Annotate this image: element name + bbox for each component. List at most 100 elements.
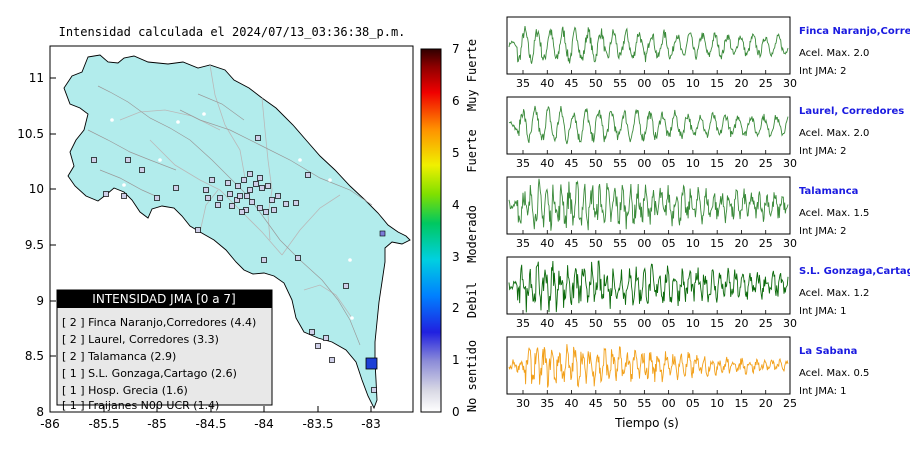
station-marker <box>261 257 267 263</box>
station-marker <box>215 202 221 208</box>
trace-tick-label: 15 <box>710 317 724 330</box>
trace-tick-label: 50 <box>613 397 627 410</box>
station-marker <box>227 191 233 197</box>
station-marker <box>244 193 250 199</box>
map-title: Intensidad calculada el 2024/07/13_03:36… <box>59 25 406 39</box>
trace-tick-label: 40 <box>565 397 579 410</box>
station-marker <box>229 203 235 209</box>
trace-panel: 35 40 45 50 55 00 05 10 15 20 25 30 Talamanca Acel. M… <box>506 176 869 250</box>
trace-tick-label: 30 <box>783 157 797 170</box>
lat-tick-label: 10 <box>29 182 44 196</box>
trace-station-name: Finca Naranjo,Corredor <box>799 26 910 37</box>
station-marker <box>275 193 281 199</box>
trace-tick-label: 25 <box>759 237 773 250</box>
legend-item: [ 1 ] Hosp. Grecia (1.6) <box>62 384 188 397</box>
station-marker-talamanca <box>379 230 386 237</box>
station-marker <box>257 205 263 211</box>
trace-panel: 35 40 45 50 55 00 05 10 15 20 25 30 S.L. Gonzaga,Car… <box>506 256 910 330</box>
trace-accel: Acel. Max. 1.2 <box>799 288 869 299</box>
waveform-line <box>508 105 789 145</box>
station-marker <box>283 201 289 207</box>
trace-tick-label: 40 <box>540 77 554 90</box>
colorbar-tick: 3 <box>452 250 460 264</box>
trace-accel: Acel. Max. 0.5 <box>799 368 869 379</box>
trace-tick-label: 30 <box>783 317 797 330</box>
colorbar-tick: 7 <box>452 42 460 56</box>
waveform-panels: 35 40 45 50 55 00 05 10 15 20 25 30 Finca Naranjo,Co… <box>506 16 910 410</box>
station-marker <box>239 209 245 215</box>
colorbar-label: Debil <box>465 282 479 318</box>
legend-item: [ 1 ] Fraijanes N00 UCR (1.4) <box>62 399 219 412</box>
station-marker <box>209 177 215 183</box>
lon-tick-label: -84.5 <box>195 417 226 431</box>
trace-frame <box>506 96 791 155</box>
station-marker <box>259 185 265 191</box>
legend-header: INTENSIDAD JMA [0 a 7] <box>92 292 235 306</box>
trace-tick-label: 30 <box>783 237 797 250</box>
lon-tick-label: -85.5 <box>88 417 119 431</box>
trace-tick-label: 20 <box>734 157 748 170</box>
trace-tick-label: 50 <box>589 77 603 90</box>
colorbar-tick: 1 <box>452 353 460 367</box>
trace-tick-label: 00 <box>637 77 651 90</box>
trace-tick-label: 20 <box>734 77 748 90</box>
trace-tick-label: 40 <box>540 157 554 170</box>
trace-tick-label: 00 <box>637 237 651 250</box>
trace-tick-label: 05 <box>686 397 700 410</box>
trace-panel: 35 40 45 50 55 00 05 10 15 20 25 30 Laurel, Corredor… <box>506 96 904 170</box>
map-frame <box>49 45 414 413</box>
station-marker <box>103 191 109 197</box>
city-markers <box>110 112 354 320</box>
station-marker <box>271 207 277 213</box>
waveform-line <box>508 344 789 388</box>
station-marker <box>263 209 269 215</box>
station-marker <box>125 157 131 163</box>
trace-tick-label: 05 <box>662 157 676 170</box>
trace-tick-label: 00 <box>662 397 676 410</box>
station-marker <box>329 357 335 363</box>
trace-tick-label: 15 <box>710 157 724 170</box>
station-marker <box>241 177 247 183</box>
station-marker <box>173 185 179 191</box>
waveform-line <box>508 26 789 64</box>
lat-tick-label: 8 <box>36 405 44 419</box>
trace-tick-label: 50 <box>589 157 603 170</box>
lat-tick-label: 11 <box>29 71 44 85</box>
lon-tick-label: -83.5 <box>302 417 333 431</box>
trace-intensity: Int JMA: 1 <box>799 386 847 397</box>
station-marker <box>269 197 275 203</box>
station-marker <box>343 283 349 289</box>
trace-tick-label: 15 <box>710 77 724 90</box>
trace-tick-label: 35 <box>516 157 530 170</box>
trace-tick-label: 00 <box>637 317 651 330</box>
trace-tick-label: 35 <box>516 317 530 330</box>
trace-tick-label: 45 <box>565 237 579 250</box>
legend-item: [ 2 ] Laurel, Corredores (3.3) <box>62 333 219 346</box>
legend-item: [ 2 ] Finca Naranjo,Corredores (4.4) <box>62 316 256 329</box>
colorbar-tick: 2 <box>452 301 460 315</box>
trace-tick-label: 10 <box>686 317 700 330</box>
trace-accel: Acel. Max. 2.0 <box>799 48 869 59</box>
trace-tick-label: 10 <box>686 77 700 90</box>
trace-tick-label: 15 <box>734 397 748 410</box>
trace-tick-label: 35 <box>516 77 530 90</box>
trace-tick-label: 20 <box>734 237 748 250</box>
station-marker <box>315 343 321 349</box>
trace-intensity: Int JMA: 1 <box>799 306 847 317</box>
trace-station-name: Talamanca <box>799 186 858 197</box>
station-marker <box>265 183 271 189</box>
trace-tick-label: 20 <box>759 397 773 410</box>
trace-tick-label: 10 <box>686 157 700 170</box>
x-axis-label: Tiempo (s) <box>614 416 679 430</box>
map-legend: INTENSIDAD JMA [0 a 7] [ 2 ] Finca Naran… <box>56 289 273 412</box>
station-marker <box>305 172 311 178</box>
station-marker <box>235 183 241 189</box>
station-marker <box>234 197 240 203</box>
trace-tick-label: 30 <box>783 77 797 90</box>
trace-tick-label: 45 <box>589 397 603 410</box>
trace-tick-label: 55 <box>637 397 651 410</box>
trace-tick-label: 25 <box>783 397 797 410</box>
trace-tick-label: 15 <box>710 237 724 250</box>
trace-tick-label: 45 <box>565 157 579 170</box>
